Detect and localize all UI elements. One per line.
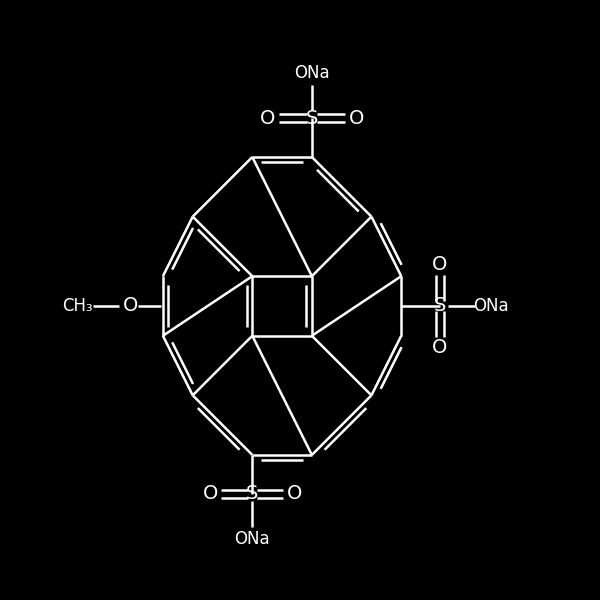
- Text: O: O: [122, 296, 138, 316]
- Text: O: O: [433, 338, 448, 357]
- Text: S: S: [434, 296, 446, 316]
- Text: O: O: [203, 484, 218, 503]
- Text: S: S: [246, 484, 259, 503]
- Text: S: S: [305, 109, 318, 128]
- Text: ONa: ONa: [235, 530, 270, 548]
- Text: CH₃: CH₃: [62, 297, 93, 315]
- Text: O: O: [433, 254, 448, 274]
- Text: O: O: [259, 109, 275, 128]
- Text: ONa: ONa: [473, 297, 509, 315]
- Text: O: O: [349, 109, 364, 128]
- Text: ONa: ONa: [294, 64, 329, 82]
- Text: O: O: [286, 484, 302, 503]
